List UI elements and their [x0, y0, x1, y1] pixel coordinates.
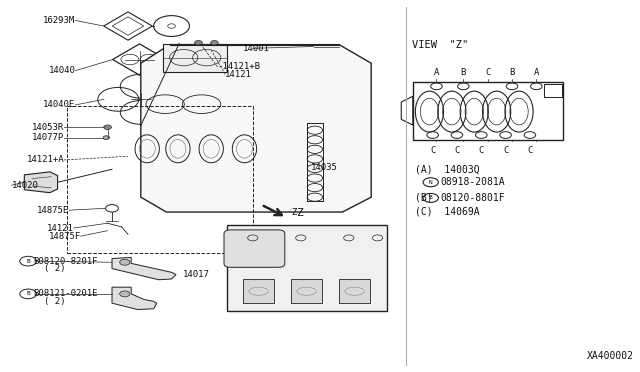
Text: B: B	[461, 68, 466, 77]
Polygon shape	[141, 45, 371, 212]
Polygon shape	[112, 287, 157, 310]
Text: B: B	[26, 291, 30, 296]
Text: B: B	[26, 259, 30, 264]
Circle shape	[103, 136, 109, 140]
Text: 14121+A: 14121+A	[26, 155, 64, 164]
Text: 14001: 14001	[243, 44, 270, 53]
Bar	[243, 279, 274, 303]
Text: C: C	[527, 146, 532, 155]
Text: Z: Z	[296, 208, 303, 218]
Text: B08121-0201E: B08121-0201E	[33, 289, 98, 298]
Text: 08918-2081A: 08918-2081A	[440, 177, 505, 187]
FancyBboxPatch shape	[224, 230, 285, 267]
Text: ( 2): ( 2)	[44, 264, 65, 273]
Text: C: C	[485, 68, 490, 77]
Circle shape	[120, 291, 130, 297]
Text: 14875F: 14875F	[49, 232, 81, 241]
Text: 16293M: 16293M	[44, 16, 76, 25]
Polygon shape	[112, 257, 176, 280]
Text: 08120-8801F: 08120-8801F	[440, 193, 505, 203]
Text: (A)  14003Q: (A) 14003Q	[415, 164, 479, 174]
Text: 14121: 14121	[225, 70, 252, 79]
Text: Z: Z	[291, 208, 296, 217]
Text: 14040E: 14040E	[44, 100, 76, 109]
Text: 14017: 14017	[182, 270, 209, 279]
Circle shape	[195, 41, 202, 45]
Text: 14875E: 14875E	[37, 206, 69, 215]
Text: B08120-8201F: B08120-8201F	[33, 257, 98, 266]
Bar	[544, 84, 562, 97]
Text: B: B	[509, 68, 515, 77]
Circle shape	[211, 41, 218, 45]
Text: 14020: 14020	[12, 181, 38, 190]
Text: ( 2): ( 2)	[44, 297, 65, 306]
Bar	[163, 44, 227, 72]
Text: VIEW  "Z": VIEW "Z"	[412, 40, 468, 49]
Bar	[227, 225, 387, 311]
Text: C: C	[503, 146, 508, 155]
Text: 14035: 14035	[310, 163, 337, 172]
Text: B: B	[429, 195, 433, 201]
Text: 14053R: 14053R	[32, 123, 64, 132]
Bar	[413, 82, 563, 140]
Text: (B): (B)	[415, 193, 433, 203]
Text: 14121: 14121	[47, 224, 74, 232]
Text: C: C	[479, 146, 484, 155]
Bar	[67, 106, 253, 253]
Bar	[339, 279, 370, 303]
Text: (C)  14069A: (C) 14069A	[415, 206, 479, 216]
Text: 14040: 14040	[49, 66, 76, 75]
Text: A: A	[534, 68, 539, 77]
Circle shape	[120, 259, 130, 265]
Text: 14077P: 14077P	[32, 133, 64, 142]
Text: C: C	[454, 146, 460, 155]
Bar	[291, 279, 322, 303]
Text: N: N	[429, 180, 433, 185]
Text: C: C	[430, 146, 435, 155]
Text: XA400002: XA400002	[587, 351, 634, 361]
Polygon shape	[24, 172, 58, 193]
Text: -14121+B: -14121+B	[218, 62, 260, 71]
Circle shape	[104, 125, 111, 129]
Text: A: A	[434, 68, 439, 77]
